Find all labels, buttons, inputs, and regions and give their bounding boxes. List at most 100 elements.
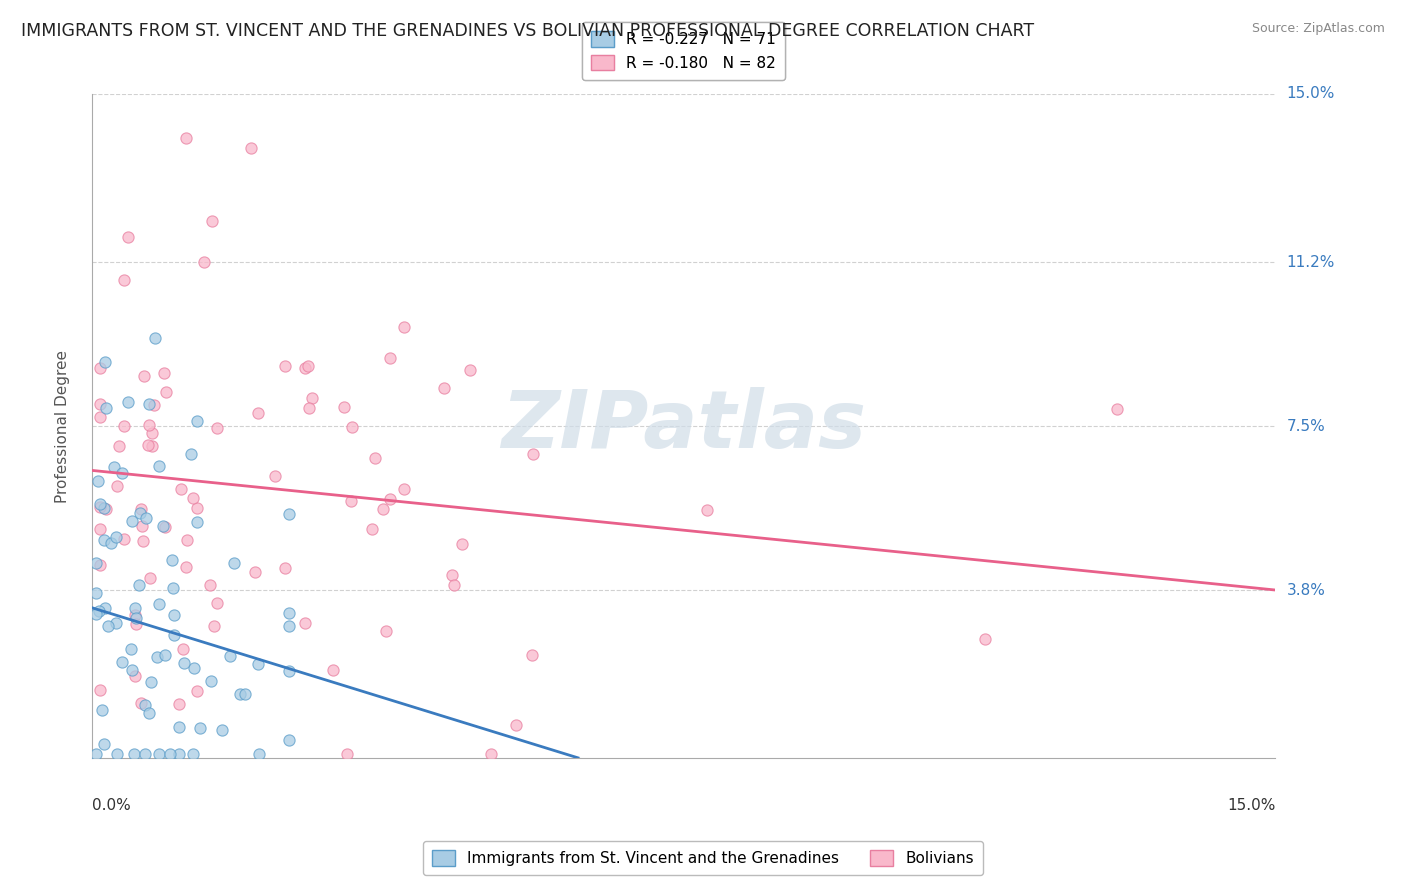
Point <box>132 534 155 549</box>
Point <box>87 604 110 618</box>
Point <box>146 649 169 664</box>
Point <box>89 497 111 511</box>
Point <box>138 706 160 720</box>
Point <box>696 502 718 516</box>
Point <box>93 533 115 548</box>
Point <box>294 615 316 630</box>
Point <box>172 642 194 657</box>
Point <box>183 661 205 675</box>
Text: 0.0%: 0.0% <box>91 798 131 814</box>
Text: Source: ZipAtlas.com: Source: ZipAtlas.com <box>1251 22 1385 36</box>
Text: 7.5%: 7.5% <box>1286 418 1324 434</box>
Point <box>219 649 242 664</box>
Point <box>89 409 111 424</box>
Point <box>152 518 174 533</box>
Point <box>124 608 146 623</box>
Point <box>121 514 143 528</box>
Point <box>141 426 163 441</box>
Point <box>141 674 163 689</box>
Point <box>202 619 225 633</box>
Point <box>111 655 134 669</box>
Point <box>392 482 415 496</box>
Point <box>440 567 463 582</box>
Point <box>278 665 301 679</box>
Point <box>188 721 211 735</box>
Text: IMMIGRANTS FROM ST. VINCENT AND THE GRENADINES VS BOLIVIAN PROFESSIONAL DEGREE C: IMMIGRANTS FROM ST. VINCENT AND THE GREN… <box>21 22 1035 40</box>
Point <box>128 507 150 521</box>
Point <box>105 747 128 761</box>
Point <box>228 687 250 701</box>
Point <box>120 642 142 657</box>
Point <box>135 511 157 525</box>
Point <box>117 395 139 409</box>
Point <box>186 515 208 529</box>
Point <box>162 582 184 596</box>
Point <box>138 417 160 432</box>
Point <box>114 418 136 433</box>
Point <box>243 566 266 580</box>
Point <box>163 608 186 623</box>
Point <box>181 491 204 506</box>
Point <box>364 451 387 466</box>
Point <box>167 720 190 734</box>
Text: ZIPatlas: ZIPatlas <box>501 387 866 465</box>
Point <box>174 559 197 574</box>
Point <box>112 273 135 287</box>
Point <box>278 606 301 620</box>
Point <box>180 447 202 461</box>
Point <box>186 413 208 427</box>
Point <box>278 618 301 632</box>
Point <box>89 523 111 537</box>
Point <box>278 732 301 747</box>
Point <box>152 366 174 380</box>
Point <box>143 399 166 413</box>
Point <box>170 483 193 497</box>
Point <box>84 607 107 621</box>
Point <box>148 459 170 474</box>
Point <box>342 420 364 434</box>
Point <box>240 141 263 155</box>
Point <box>89 360 111 375</box>
Point <box>333 400 356 414</box>
Text: 11.2%: 11.2% <box>1286 255 1334 269</box>
Point <box>375 624 398 639</box>
Point <box>84 586 107 600</box>
Point <box>84 747 107 761</box>
Point <box>186 500 208 515</box>
Point <box>298 401 321 416</box>
Point <box>84 556 107 570</box>
Point <box>159 747 181 761</box>
Point <box>522 447 544 461</box>
Point <box>94 355 117 369</box>
Point <box>505 718 527 732</box>
Point <box>380 492 402 507</box>
Point <box>249 747 271 761</box>
Point <box>89 396 111 410</box>
Point <box>124 747 146 761</box>
Point <box>183 747 205 761</box>
Point <box>93 737 115 751</box>
Point <box>89 558 111 573</box>
Point <box>131 502 153 516</box>
Point <box>163 628 186 642</box>
Text: 15.0%: 15.0% <box>1286 87 1334 102</box>
Point <box>94 501 117 516</box>
Point <box>200 674 222 689</box>
Point <box>155 519 177 533</box>
Point <box>273 359 295 373</box>
Point <box>371 501 394 516</box>
Point <box>103 459 125 474</box>
Point <box>263 468 285 483</box>
Point <box>167 747 190 761</box>
Point <box>141 439 163 453</box>
Point <box>160 553 183 567</box>
Point <box>87 474 110 488</box>
Point <box>134 698 156 712</box>
Point <box>91 703 114 717</box>
Point <box>108 439 131 453</box>
Point <box>247 657 270 671</box>
Point <box>1107 402 1129 417</box>
Point <box>125 611 148 625</box>
Point <box>121 664 143 678</box>
Point <box>301 392 323 406</box>
